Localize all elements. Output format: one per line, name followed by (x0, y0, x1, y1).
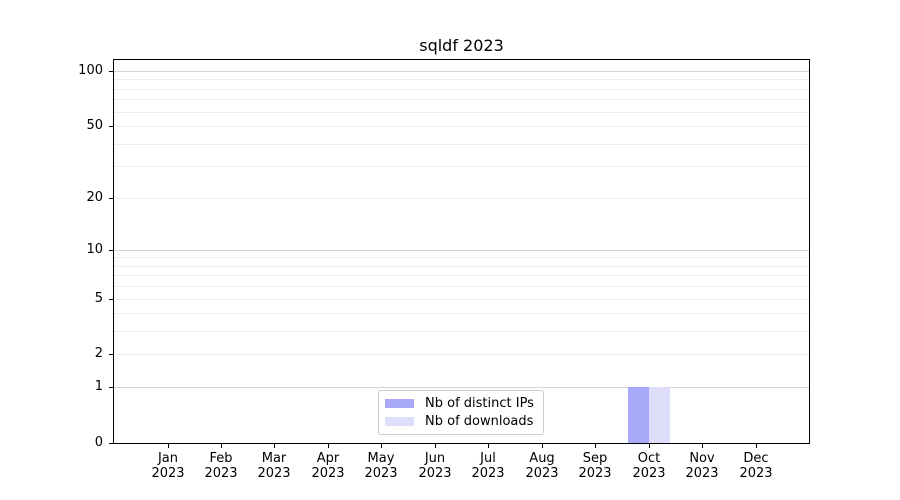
x-tick (756, 444, 757, 448)
x-tick (435, 444, 436, 448)
x-tick-label-month: Feb (209, 451, 233, 466)
y-tick (109, 71, 113, 72)
x-tick (702, 444, 703, 448)
x-tick-label-year: 2023 (685, 466, 719, 481)
y-gridline-minor (114, 266, 809, 267)
legend: Nb of distinct IPs Nb of downloads (378, 390, 544, 435)
bar-distinct-ips-oct-2023 (627, 387, 649, 443)
y-tick (109, 198, 113, 199)
x-tick-label: May 2023 (349, 451, 413, 481)
y-gridline-minor (114, 354, 809, 355)
y-gridline-minor (114, 198, 809, 199)
y-tick-label: 50 (86, 118, 103, 133)
legend-item-distinct-ips: Nb of distinct IPs (385, 395, 536, 412)
x-tick-label-year: 2023 (525, 466, 559, 481)
x-tick (649, 444, 650, 448)
y-gridline-minor (114, 313, 809, 314)
x-tick-label-month: Jul (480, 451, 496, 466)
x-tick-label: Aug 2023 (510, 451, 574, 481)
x-tick (274, 444, 275, 448)
y-tick-label: 0 (94, 435, 103, 450)
x-tick-label: Apr 2023 (296, 451, 360, 481)
x-tick (381, 444, 382, 448)
y-gridline-minor (114, 112, 809, 113)
x-tick (488, 444, 489, 448)
legend-label-distinct-ips: Nb of distinct IPs (425, 396, 534, 412)
x-tick-label-year: 2023 (578, 466, 612, 481)
legend-item-downloads: Nb of downloads (385, 413, 536, 430)
x-tick-label: Nov 2023 (670, 451, 734, 481)
y-tick (109, 387, 113, 388)
x-tick-label: Mar 2023 (242, 451, 306, 481)
y-tick (109, 250, 113, 251)
legend-label-downloads: Nb of downloads (425, 413, 534, 429)
y-tick (109, 354, 113, 355)
y-gridline-minor (114, 331, 809, 332)
x-tick-label-year: 2023 (364, 466, 398, 481)
y-tick-label: 1 (94, 379, 103, 394)
legend-swatch-distinct-ips (385, 399, 414, 409)
x-tick-label-year: 2023 (418, 466, 452, 481)
y-tick-label: 10 (86, 242, 103, 257)
x-tick-label-month: Jun (424, 451, 446, 466)
x-tick-label-year: 2023 (151, 466, 185, 481)
plot-area (113, 59, 810, 444)
x-tick-label-month: Jan (157, 451, 179, 466)
legend-swatch-downloads (385, 416, 414, 426)
y-gridline-minor (114, 257, 809, 258)
y-gridline-minor (114, 99, 809, 100)
y-tick (109, 299, 113, 300)
x-tick-label-month: Aug (529, 451, 555, 466)
y-gridline-minor (114, 79, 809, 80)
y-gridline-minor (114, 286, 809, 287)
x-tick-label-year: 2023 (471, 466, 505, 481)
y-gridline-major (114, 387, 809, 388)
y-gridline-minor (114, 89, 809, 90)
x-tick-label: Jan 2023 (136, 451, 200, 481)
x-tick-label: Jul 2023 (456, 451, 520, 481)
y-gridline-minor (114, 126, 809, 127)
x-tick (595, 444, 596, 448)
x-tick-label-month: May (367, 451, 395, 466)
y-tick-label: 5 (94, 291, 103, 306)
x-tick-label-year: 2023 (204, 466, 238, 481)
x-tick-label-year: 2023 (632, 466, 666, 481)
x-tick (542, 444, 543, 448)
y-tick-label: 2 (94, 346, 103, 361)
y-gridline-minor (114, 299, 809, 300)
x-tick-label-year: 2023 (311, 466, 345, 481)
x-tick-label: Jun 2023 (403, 451, 467, 481)
x-tick (221, 444, 222, 448)
x-tick-label-year: 2023 (257, 466, 291, 481)
x-tick (168, 444, 169, 448)
y-gridline-major (114, 250, 809, 251)
x-tick-label-year: 2023 (739, 466, 773, 481)
x-tick-label-month: Oct (637, 451, 661, 466)
chart-title: sqldf 2023 (419, 36, 504, 55)
bar-downloads-oct-2023 (648, 387, 670, 443)
y-tick-label: 100 (78, 63, 103, 78)
x-tick-label-month: Dec (743, 451, 769, 466)
x-tick (328, 444, 329, 448)
x-tick-label: Feb 2023 (189, 451, 253, 481)
x-tick-label-month: Mar (261, 451, 287, 466)
x-tick-label: Oct 2023 (617, 451, 681, 481)
x-tick-label: Sep 2023 (563, 451, 627, 481)
x-tick-label-month: Apr (316, 451, 340, 466)
x-tick-label-month: Nov (689, 451, 715, 466)
y-gridline-minor (114, 144, 809, 145)
x-tick-label: Dec 2023 (724, 451, 788, 481)
y-tick (109, 443, 113, 444)
y-tick (109, 126, 113, 127)
y-tick-label: 20 (86, 190, 103, 205)
x-tick-label-month: Sep (582, 451, 608, 466)
y-gridline-major (114, 71, 809, 72)
y-gridline-minor (114, 166, 809, 167)
y-gridline-minor (114, 275, 809, 276)
